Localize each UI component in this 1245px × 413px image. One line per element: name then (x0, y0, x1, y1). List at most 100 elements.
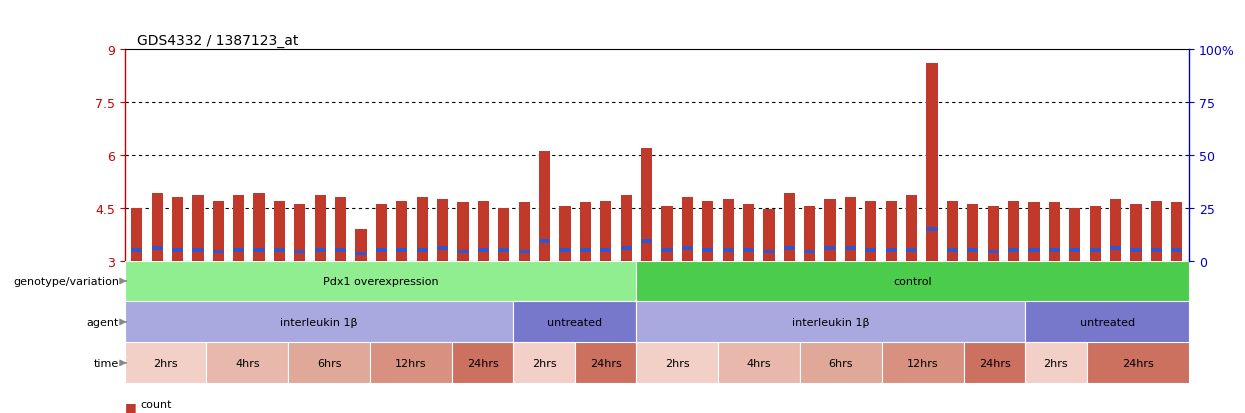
Bar (152, 247, 163, 250)
Bar (661, 249, 672, 252)
Text: 4hrs: 4hrs (747, 358, 772, 368)
Bar (131, 208, 142, 261)
Bar (783, 194, 794, 261)
Bar (926, 64, 937, 261)
Bar (580, 249, 591, 252)
Bar (636, 302, 1025, 342)
Bar (335, 197, 346, 261)
Bar (1150, 201, 1162, 261)
Bar (213, 250, 224, 254)
Bar (192, 196, 203, 261)
Text: interleukin 1β: interleukin 1β (280, 317, 357, 327)
Text: ■: ■ (124, 400, 136, 413)
Bar (274, 201, 285, 261)
Text: interleukin 1β: interleukin 1β (792, 317, 869, 327)
Bar (452, 342, 513, 383)
Bar (987, 206, 998, 261)
Bar (131, 249, 142, 252)
Bar (437, 247, 448, 250)
Bar (1069, 249, 1081, 252)
Bar (396, 249, 407, 252)
Bar (355, 252, 367, 256)
Bar (801, 342, 881, 383)
Bar (1025, 302, 1189, 342)
Bar (718, 342, 801, 383)
Bar (1089, 206, 1101, 261)
Bar (1028, 203, 1040, 261)
Bar (124, 261, 636, 302)
Bar (620, 196, 631, 261)
Bar (376, 204, 387, 261)
Bar (636, 261, 1189, 302)
Bar (743, 249, 754, 252)
Bar (315, 196, 326, 261)
Text: time: time (93, 358, 120, 368)
Bar (1111, 247, 1122, 250)
Bar (539, 240, 550, 243)
Bar (1150, 249, 1162, 252)
Bar (845, 247, 857, 250)
Bar (906, 249, 918, 252)
Bar (213, 201, 224, 261)
Bar (946, 201, 959, 261)
Bar (865, 201, 876, 261)
Bar (124, 302, 513, 342)
Bar (1087, 342, 1189, 383)
Text: 24hrs: 24hrs (979, 358, 1011, 368)
Bar (315, 249, 326, 252)
Bar (682, 247, 693, 250)
Bar (294, 204, 305, 261)
Text: 6hrs: 6hrs (829, 358, 853, 368)
Bar (620, 247, 631, 250)
Bar (1048, 249, 1059, 252)
Text: count: count (141, 399, 172, 409)
Text: 2hrs: 2hrs (665, 358, 690, 368)
Bar (1008, 201, 1020, 261)
Bar (906, 196, 918, 261)
Bar (370, 342, 452, 383)
Bar (885, 249, 896, 252)
Bar (289, 342, 370, 383)
Bar (519, 203, 530, 261)
Bar (722, 249, 733, 252)
Text: genotype/variation: genotype/variation (14, 276, 120, 286)
Bar (1008, 249, 1020, 252)
Bar (702, 201, 713, 261)
Bar (417, 197, 428, 261)
Text: 24hrs: 24hrs (467, 358, 498, 368)
Text: 24hrs: 24hrs (1122, 358, 1154, 368)
Bar (1048, 203, 1059, 261)
Bar (457, 250, 468, 254)
Bar (946, 249, 959, 252)
Bar (192, 249, 203, 252)
Bar (964, 342, 1025, 383)
Bar (881, 342, 964, 383)
Bar (294, 250, 305, 254)
Text: 2hrs: 2hrs (1043, 358, 1068, 368)
Bar (207, 342, 289, 383)
Bar (539, 152, 550, 261)
Bar (1089, 249, 1101, 252)
Bar (1111, 199, 1122, 261)
Text: agent: agent (87, 317, 120, 327)
Bar (682, 197, 693, 261)
Bar (519, 250, 530, 254)
Bar (396, 201, 407, 261)
Bar (233, 196, 244, 261)
Bar (513, 342, 575, 383)
Bar (600, 201, 611, 261)
Bar (580, 203, 591, 261)
Bar (641, 148, 652, 261)
Bar (967, 249, 979, 252)
Bar (575, 342, 636, 383)
Bar (1025, 342, 1087, 383)
Bar (804, 250, 815, 254)
Bar (1130, 249, 1142, 252)
Bar (845, 197, 857, 261)
Bar (987, 250, 998, 254)
Bar (824, 247, 835, 250)
Bar (172, 249, 183, 252)
Bar (355, 229, 367, 261)
Bar (661, 206, 672, 261)
Bar (152, 194, 163, 261)
